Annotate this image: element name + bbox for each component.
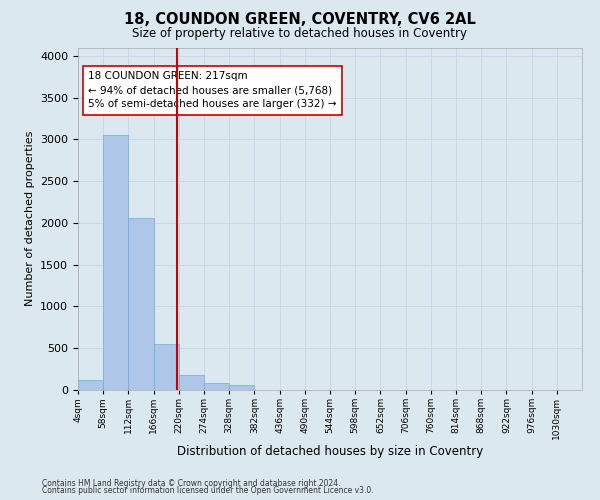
Bar [128,218,154,390]
Bar [229,386,254,390]
X-axis label: Distribution of detached houses by size in Coventry: Distribution of detached houses by size … [177,444,483,458]
Bar [204,384,229,390]
Bar [103,135,128,390]
Bar [78,380,103,390]
Text: Contains HM Land Registry data © Crown copyright and database right 2024.: Contains HM Land Registry data © Crown c… [42,478,341,488]
Text: 18, COUNDON GREEN, COVENTRY, CV6 2AL: 18, COUNDON GREEN, COVENTRY, CV6 2AL [124,12,476,28]
Text: Size of property relative to detached houses in Coventry: Size of property relative to detached ho… [133,28,467,40]
Bar [179,376,204,390]
Text: Contains public sector information licensed under the Open Government Licence v3: Contains public sector information licen… [42,486,374,495]
Bar [154,344,179,390]
Text: 18 COUNDON GREEN: 217sqm
← 94% of detached houses are smaller (5,768)
5% of semi: 18 COUNDON GREEN: 217sqm ← 94% of detach… [88,72,337,110]
Y-axis label: Number of detached properties: Number of detached properties [25,131,35,306]
